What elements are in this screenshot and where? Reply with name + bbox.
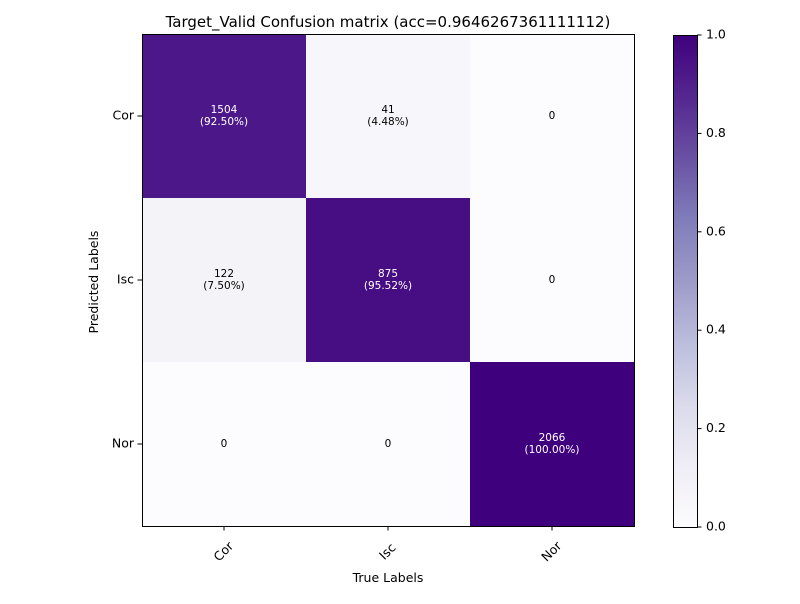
cell-count-label: 0 — [385, 438, 392, 450]
y-axis-label: Predicted Labels — [86, 231, 101, 334]
x-tick-label: Nor — [538, 538, 565, 565]
colorbar-gradient — [673, 35, 697, 527]
heatmap-cell-cor-cor — [142, 34, 307, 199]
heatmap-cell-cor-isc — [306, 34, 471, 199]
cell-percent-label: (100.00%) — [525, 444, 580, 456]
y-tick-label: Nor — [112, 436, 135, 451]
colorbar-tick-label: 0.2 — [706, 420, 726, 435]
x-axis-ticks: Cor Isc Nor — [210, 526, 565, 564]
colorbar-tick-label: 1.0 — [706, 27, 726, 42]
heatmap-cell-nor-cor — [142, 362, 307, 527]
cell-percent-label: (4.48%) — [367, 116, 409, 128]
colorbar-tick-label: 0.6 — [706, 223, 726, 238]
colorbar: 0.0 0.2 0.4 0.6 0.8 1.0 — [673, 27, 726, 534]
heatmap-cells — [142, 34, 635, 527]
cell-count-label: 122 — [214, 268, 234, 280]
colorbar-tick-label: 0.4 — [706, 322, 726, 337]
heatmap-cell-nor-isc — [306, 362, 471, 527]
y-tick-label: Isc — [117, 272, 134, 287]
x-tick-label: Isc — [376, 540, 399, 563]
x-tick-label: Cor — [210, 538, 236, 564]
cell-count-label: 0 — [549, 110, 556, 122]
y-axis-ticks: Cor Isc Nor — [112, 108, 142, 451]
cell-count-label: 1504 — [211, 104, 238, 116]
y-tick-label: Cor — [112, 108, 134, 123]
cell-percent-label: (95.52%) — [364, 280, 412, 292]
x-axis-label: True Labels — [352, 570, 424, 585]
heatmap-cell-labels: 1504(92.50%) 41(4.48%) 0 122(7.50%) 875(95.5… — [200, 104, 580, 456]
chart-title: Target_Valid Confusion matrix (acc=0.964… — [165, 13, 611, 32]
cell-percent-label: (7.50%) — [203, 280, 245, 292]
cell-count-label: 0 — [549, 274, 556, 286]
colorbar-tick-label: 0.0 — [706, 519, 726, 534]
colorbar-ticks: 0.0 0.2 0.4 0.6 0.8 1.0 — [697, 27, 726, 534]
heatmap-cell-cor-nor — [470, 34, 635, 199]
colorbar-frame — [673, 35, 698, 528]
heatmap-cell-isc-cor — [142, 198, 307, 363]
heatmap-cell-isc-isc — [306, 198, 471, 363]
heatmap-cell-nor-nor — [470, 362, 635, 527]
colorbar-tick-label: 0.8 — [706, 125, 726, 140]
cell-count-label: 0 — [221, 438, 228, 450]
cell-percent-label: (92.50%) — [200, 116, 248, 128]
cell-count-label: 875 — [378, 268, 398, 280]
heatmap-cell-isc-nor — [470, 198, 635, 363]
cell-count-label: 41 — [381, 104, 394, 116]
cell-count-label: 2066 — [539, 432, 566, 444]
